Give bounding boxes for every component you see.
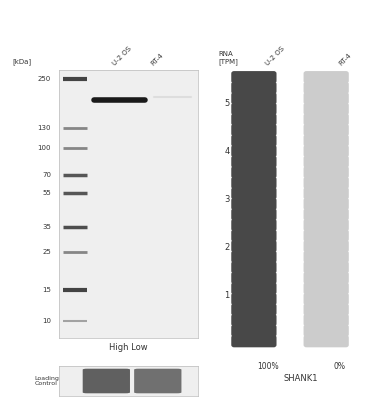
FancyBboxPatch shape — [304, 219, 349, 231]
FancyBboxPatch shape — [231, 177, 277, 189]
FancyBboxPatch shape — [231, 282, 277, 294]
Text: RT-4: RT-4 — [149, 52, 164, 67]
FancyBboxPatch shape — [134, 369, 181, 393]
Text: 25: 25 — [42, 249, 51, 255]
Text: 3: 3 — [224, 195, 230, 204]
FancyBboxPatch shape — [231, 240, 277, 252]
FancyBboxPatch shape — [231, 303, 277, 316]
FancyBboxPatch shape — [231, 293, 277, 305]
Text: 15: 15 — [42, 287, 51, 293]
FancyBboxPatch shape — [304, 261, 349, 274]
FancyBboxPatch shape — [304, 324, 349, 337]
FancyBboxPatch shape — [304, 240, 349, 252]
Text: 10: 10 — [42, 318, 51, 324]
Text: 5: 5 — [224, 99, 230, 108]
FancyBboxPatch shape — [231, 198, 277, 210]
Text: 1: 1 — [224, 291, 230, 300]
Text: U-2 OS: U-2 OS — [112, 46, 133, 67]
FancyBboxPatch shape — [231, 145, 277, 157]
FancyBboxPatch shape — [231, 261, 277, 274]
FancyBboxPatch shape — [304, 335, 349, 347]
FancyBboxPatch shape — [304, 230, 349, 242]
FancyBboxPatch shape — [231, 250, 277, 263]
FancyBboxPatch shape — [304, 82, 349, 94]
Text: U-2 OS: U-2 OS — [265, 46, 286, 67]
Text: 250: 250 — [38, 76, 51, 82]
FancyBboxPatch shape — [304, 134, 349, 147]
Text: 4: 4 — [224, 147, 230, 156]
FancyBboxPatch shape — [231, 324, 277, 337]
FancyBboxPatch shape — [304, 250, 349, 263]
FancyBboxPatch shape — [231, 82, 277, 94]
FancyBboxPatch shape — [231, 71, 277, 83]
FancyBboxPatch shape — [304, 282, 349, 294]
Text: RNA
[TPM]: RNA [TPM] — [218, 51, 238, 65]
FancyBboxPatch shape — [231, 166, 277, 178]
Text: 55: 55 — [42, 190, 51, 196]
FancyBboxPatch shape — [304, 293, 349, 305]
Text: 35: 35 — [42, 224, 51, 230]
FancyBboxPatch shape — [304, 103, 349, 115]
FancyBboxPatch shape — [304, 303, 349, 316]
FancyBboxPatch shape — [304, 156, 349, 168]
FancyBboxPatch shape — [231, 156, 277, 168]
FancyBboxPatch shape — [304, 177, 349, 189]
Text: 70: 70 — [42, 172, 51, 178]
FancyBboxPatch shape — [231, 272, 277, 284]
Text: SHANK1: SHANK1 — [283, 374, 318, 383]
FancyBboxPatch shape — [304, 198, 349, 210]
FancyBboxPatch shape — [304, 272, 349, 284]
FancyBboxPatch shape — [304, 208, 349, 221]
FancyBboxPatch shape — [304, 187, 349, 200]
Text: Loading
Control: Loading Control — [34, 376, 59, 386]
FancyBboxPatch shape — [304, 92, 349, 104]
FancyBboxPatch shape — [304, 166, 349, 178]
FancyBboxPatch shape — [231, 92, 277, 104]
Text: [kDa]: [kDa] — [12, 58, 31, 65]
Text: 130: 130 — [38, 125, 51, 131]
FancyBboxPatch shape — [231, 219, 277, 231]
FancyBboxPatch shape — [304, 71, 349, 83]
Text: 2: 2 — [224, 243, 230, 252]
FancyBboxPatch shape — [231, 335, 277, 347]
FancyBboxPatch shape — [231, 103, 277, 115]
Text: High Low: High Low — [109, 344, 148, 352]
FancyBboxPatch shape — [83, 369, 130, 393]
FancyBboxPatch shape — [231, 134, 277, 147]
FancyBboxPatch shape — [304, 124, 349, 136]
Text: 100%: 100% — [257, 362, 279, 371]
FancyBboxPatch shape — [231, 124, 277, 136]
FancyBboxPatch shape — [231, 113, 277, 126]
FancyBboxPatch shape — [304, 113, 349, 126]
Text: 0%: 0% — [333, 362, 346, 371]
FancyBboxPatch shape — [231, 208, 277, 221]
FancyBboxPatch shape — [231, 187, 277, 200]
FancyBboxPatch shape — [304, 145, 349, 157]
Text: RT-4: RT-4 — [338, 52, 352, 67]
Text: 100: 100 — [38, 145, 51, 151]
FancyBboxPatch shape — [231, 230, 277, 242]
FancyBboxPatch shape — [231, 314, 277, 326]
FancyBboxPatch shape — [304, 314, 349, 326]
